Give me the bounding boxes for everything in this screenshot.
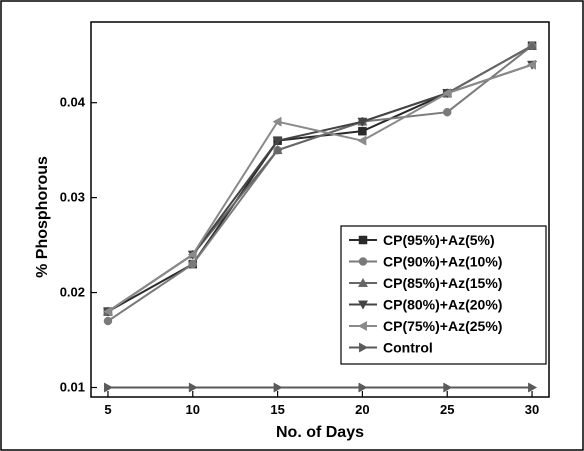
legend-label: CP(90%)+Az(10%) (383, 254, 502, 270)
data-point (272, 136, 283, 146)
legend-label: CP(85%)+Az(15%) (383, 275, 502, 291)
data-point (272, 116, 282, 127)
data-point (528, 382, 538, 393)
x-tick-label: 20 (355, 402, 369, 417)
data-point (273, 382, 283, 393)
data-point (358, 382, 368, 393)
legend-label: CP(75%)+Az(25%) (383, 318, 502, 334)
y-tick-label: 0.01 (60, 380, 85, 395)
y-axis-title: % Phosphorous (34, 156, 51, 278)
x-tick-label: 30 (525, 402, 539, 417)
data-point (104, 382, 114, 393)
data-point (358, 126, 367, 136)
data-point (103, 316, 113, 326)
legend-marker (359, 342, 369, 353)
data-point (443, 382, 453, 393)
data-point (102, 306, 112, 317)
legend-marker (358, 257, 368, 266)
series-line (107, 63, 533, 313)
legend: CP(95%)+Az(5%) CP(90%)+Az(10%) CP(85%)+Az(… (340, 225, 547, 365)
plot-frame (90, 21, 550, 398)
y-tick-label: 0.03 (60, 190, 85, 205)
series-6 (104, 382, 538, 393)
data-point (188, 382, 198, 393)
data-point (187, 249, 197, 260)
x-tick-label: 5 (104, 402, 111, 417)
data-point (272, 145, 283, 155)
series-5 (102, 59, 536, 317)
legend-label: Control (383, 340, 433, 356)
data-point (442, 88, 452, 99)
data-point (357, 117, 368, 127)
x-tick-label: 25 (440, 402, 454, 417)
legend-marker (357, 277, 369, 287)
y-tick-label: 0.04 (60, 95, 86, 110)
plot-area: 5 10 15 20 25 30 0.01 0.02 0.03 0.04 CP(95%)+Az(5%… (60, 21, 550, 417)
x-tick-label: 10 (186, 402, 200, 417)
legend-box (340, 225, 547, 365)
data-point (188, 259, 198, 269)
y-tick-label: 0.02 (60, 285, 85, 300)
x-axis-title: No. of Days (276, 424, 364, 441)
data-point (442, 107, 452, 117)
data-point (357, 135, 367, 146)
legend-label: CP(95%)+Az(5%) (383, 232, 495, 248)
legend-marker (357, 300, 369, 310)
legend-marker (358, 235, 368, 245)
data-point (527, 40, 538, 50)
data-point (526, 59, 536, 70)
legend-label: CP(80%)+Az(20%) (383, 297, 502, 313)
legend-marker (357, 320, 367, 332)
x-tick-label: 15 (270, 402, 284, 417)
